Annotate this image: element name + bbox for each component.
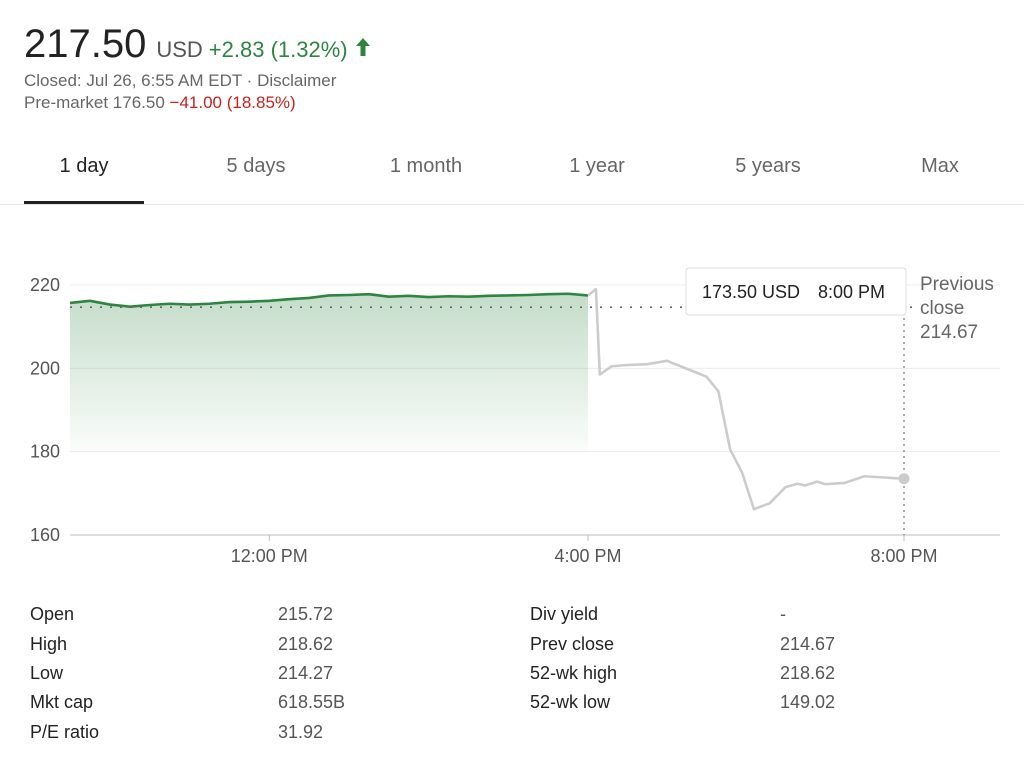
y-tick-label: 200 xyxy=(30,358,60,378)
price-line: 217.50 USD +2.83 (1.32%) xyxy=(24,22,372,67)
price-change: +2.83 (1.32%) xyxy=(208,37,348,62)
previous-close-label: 214.67 xyxy=(920,322,978,343)
quote-header: 217.50 USD +2.83 (1.32%) Closed: Jul 26,… xyxy=(24,22,372,113)
stat-value-open: 215.72 xyxy=(278,604,334,624)
market-status: Closed: Jul 26, 6:55 AM EDT · Disclaimer xyxy=(24,71,337,90)
tab-1-year[interactable]: 1 year xyxy=(569,155,625,177)
price-chart[interactable]: 220 200 180 160 12:00 PM 4:00 PM 8:00 PM Previo… xyxy=(0,250,1024,580)
tab-5-years[interactable]: 5 years xyxy=(735,155,801,177)
stat-label-prev-close: Prev close xyxy=(530,634,615,654)
tab-1-day[interactable]: 1 day xyxy=(24,130,144,204)
premarket-price: Pre-market 176.50 xyxy=(24,93,165,112)
current-price: 217.50 xyxy=(24,22,147,66)
previous-close-label: Previous xyxy=(920,274,994,295)
stat-value-high: 218.62 xyxy=(278,634,334,654)
hover-point-dot xyxy=(898,473,910,485)
previous-close-label: close xyxy=(920,298,964,319)
stat-label-high: High xyxy=(30,634,68,654)
after-hours-line xyxy=(587,287,905,511)
range-tabs: 1 day 5 days 1 month 1 year 5 years Max xyxy=(0,130,1024,205)
tab-max[interactable]: Max xyxy=(921,155,959,177)
x-tick-label: 8:00 PM xyxy=(870,546,937,566)
y-tick-label: 220 xyxy=(30,275,60,295)
stat-label-open: Open xyxy=(30,604,75,624)
x-tick-label: 4:00 PM xyxy=(554,546,621,566)
stat-label-mkt-cap: Mkt cap xyxy=(30,692,94,712)
stat-value-div-yield: - xyxy=(780,604,786,624)
stat-value-low: 214.27 xyxy=(278,663,334,683)
stat-label-52wk-low: 52-wk low xyxy=(530,692,611,712)
tab-5-days[interactable]: 5 days xyxy=(226,155,286,177)
stat-value-mkt-cap: 618.55B xyxy=(278,692,346,712)
stat-label-pe-ratio: P/E ratio xyxy=(30,722,100,742)
stat-label-div-yield: Div yield xyxy=(530,604,599,624)
stat-value-prev-close: 214.67 xyxy=(780,634,836,654)
premarket-line: Pre-market 176.50 −41.00 (18.85%) xyxy=(24,93,372,113)
stat-value-52wk-high: 218.62 xyxy=(780,663,836,683)
tooltip-time: 8:00 PM xyxy=(818,282,885,302)
tab-1-month[interactable]: 1 month xyxy=(389,155,463,177)
hover-tooltip: 173.50 USD 8:00 PM xyxy=(685,267,907,316)
y-tick-label: 180 xyxy=(30,442,60,462)
arrow-up-icon xyxy=(355,38,370,56)
regular-session-line xyxy=(69,292,589,308)
stat-label-52wk-high: 52-wk high xyxy=(530,663,618,683)
regular-session-area xyxy=(70,293,588,452)
x-tick-label: 12:00 PM xyxy=(231,546,308,566)
premarket-change: −41.00 (18.85%) xyxy=(169,93,296,112)
tooltip-price: 173.50 USD xyxy=(702,282,800,302)
stat-value-52wk-low: 149.02 xyxy=(780,692,836,712)
currency-label: USD xyxy=(156,37,203,62)
stat-label-low: Low xyxy=(30,663,64,683)
y-tick-label: 160 xyxy=(30,525,60,545)
tooltip-box xyxy=(685,267,907,316)
stat-value-pe-ratio: 31.92 xyxy=(278,722,324,742)
